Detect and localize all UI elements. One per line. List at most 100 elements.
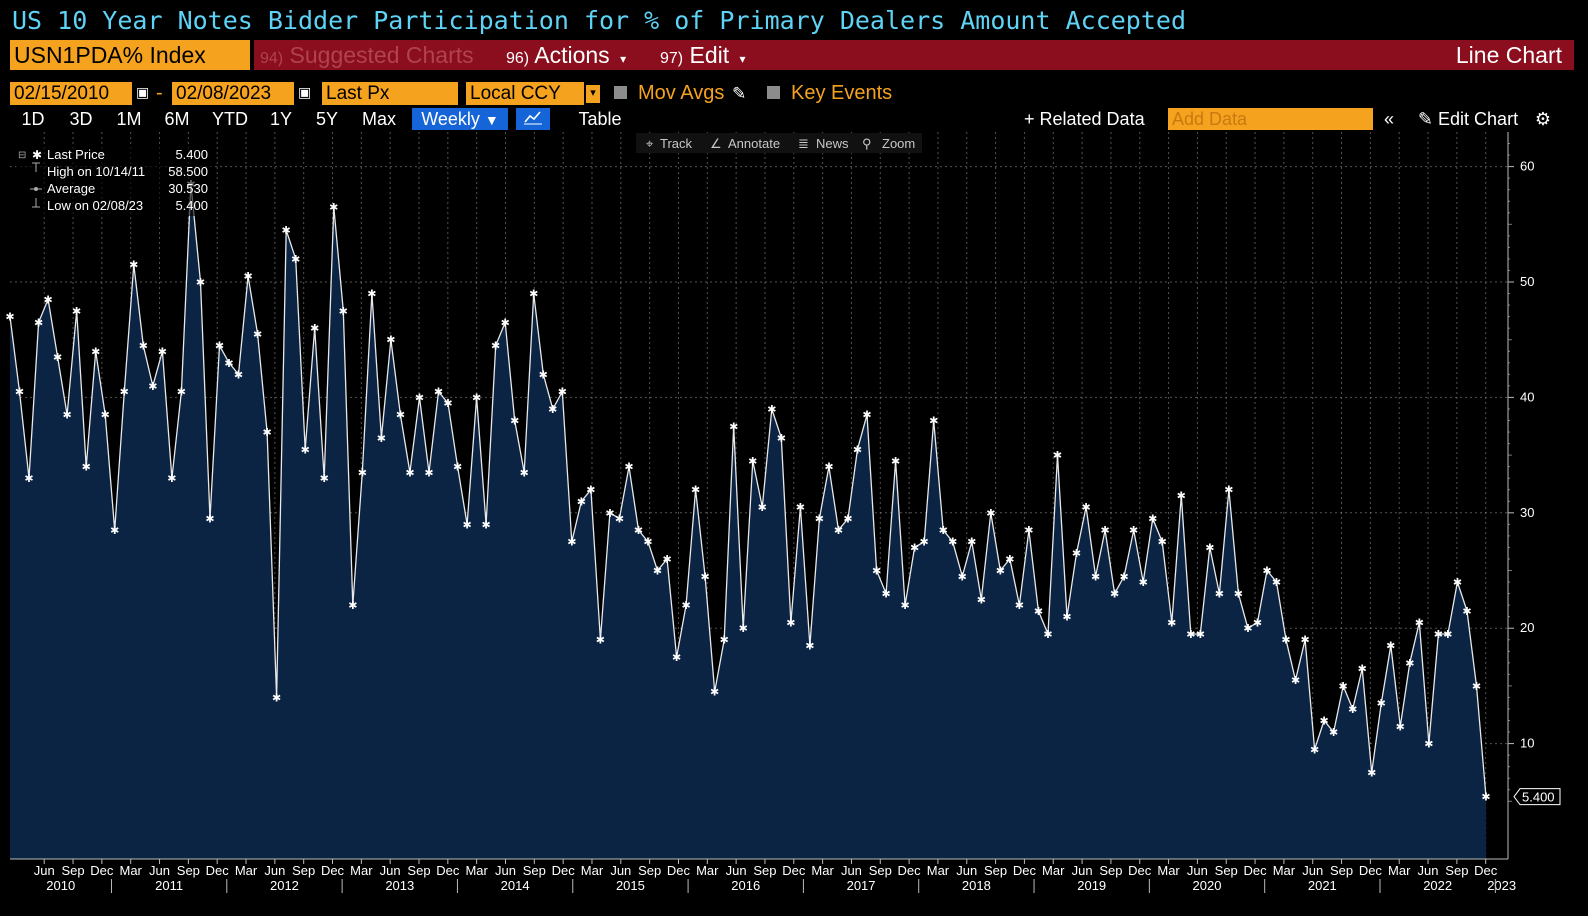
news-tool[interactable]: ≣ News <box>798 136 849 151</box>
data-point: ✱ <box>1453 576 1462 589</box>
annotate-label: Annotate <box>728 136 780 151</box>
magnifier-icon: ⚲ <box>862 136 872 151</box>
data-point: ✱ <box>605 507 614 520</box>
table-button[interactable]: Table <box>578 109 622 129</box>
add-data-input[interactable]: Add Data <box>1168 108 1373 130</box>
actions-menu[interactable]: 96) Actions ▾ <box>500 40 654 70</box>
frequency-label: Weekly <box>421 109 480 129</box>
data-point: ✱ <box>110 524 119 537</box>
annotate-tool[interactable]: ∠ Annotate <box>710 136 780 151</box>
data-point: ✱ <box>329 201 338 214</box>
period-1m-button[interactable]: 1M <box>116 109 142 129</box>
x-month-label: Dec <box>1244 863 1268 878</box>
period-1y-button[interactable]: 1Y <box>269 109 293 129</box>
chevron-down-icon[interactable]: ▾ <box>586 85 600 103</box>
data-point: ✱ <box>577 495 586 508</box>
data-point: ✱ <box>1358 663 1367 676</box>
data-point: ✱ <box>777 432 786 445</box>
data-point: ✱ <box>1062 611 1071 624</box>
x-year-label: 2015 <box>616 878 645 893</box>
x-month-label: Sep <box>292 863 315 878</box>
data-point: ✱ <box>958 570 967 583</box>
data-point: ✱ <box>977 593 986 606</box>
data-point: ✱ <box>815 513 824 526</box>
related-data-button[interactable]: + Related Data <box>1024 109 1145 129</box>
chart-style-button[interactable] <box>516 108 550 130</box>
calendar-icon[interactable]: ▣ <box>136 84 150 100</box>
data-point: ✱ <box>24 472 33 485</box>
data-point: ✱ <box>129 259 138 272</box>
data-point: ✱ <box>672 651 681 664</box>
start-date-field[interactable]: 02/15/2010 <box>10 82 132 105</box>
data-point: ✱ <box>510 414 519 427</box>
data-point: ✱ <box>177 386 186 399</box>
data-point: ✱ <box>681 599 690 612</box>
data-point: ✱ <box>224 357 233 370</box>
period-1d-button[interactable]: 1D <box>21 109 45 129</box>
x-month-label: Dec <box>90 863 114 878</box>
data-point: ✱ <box>739 622 748 635</box>
x-month-label: Jun <box>1187 863 1208 878</box>
period-3d-button[interactable]: 3D <box>69 109 93 129</box>
data-point: ✱ <box>1339 680 1348 693</box>
suggested-charts-button[interactable]: 94) Suggested Charts <box>254 40 500 70</box>
x-month-label: Dec <box>667 863 691 878</box>
edit-menu[interactable]: 97) Edit ▾ <box>654 40 766 70</box>
frequency-select[interactable]: Weekly ▼ <box>412 108 508 130</box>
price-field-select[interactable]: Last Px <box>322 82 458 105</box>
mov-avgs-checkbox[interactable] <box>614 86 627 99</box>
period-ytd-button[interactable]: YTD <box>212 109 248 129</box>
period-max-button[interactable]: Max <box>361 109 396 129</box>
x-month-label: Mar <box>1042 863 1065 878</box>
currency-select[interactable]: Local CCY <box>466 82 584 105</box>
data-point: ✱ <box>758 501 767 514</box>
annotate-icon: ∠ <box>710 136 722 151</box>
x-month-label: Sep <box>753 863 776 878</box>
x-month-label: Mar <box>465 863 488 878</box>
line-chart[interactable]: ✱ ✱ ✱ ✱ ✱ ✱ ✱ ✱ ✱ ✱ ✱ ✱ ✱ ✱ ✱ ✱ ✱ ✱ ✱ ✱ ✱ ✱ ✱ ✱ ✱ ✱ ✱ ✱ ✱ ✱ ✱ ✱ ✱ ✱ ✱ ✱ ✱ ✱ ✱ ✱… <box>0 132 1588 916</box>
gear-icon[interactable]: ⚙ <box>1534 109 1552 129</box>
data-point: ✱ <box>691 484 700 497</box>
zoom-tool[interactable]: ⚲ Zoom <box>862 136 915 151</box>
data-point: ✱ <box>148 380 157 393</box>
data-point: ✱ <box>710 686 719 699</box>
data-point: ✱ <box>1253 616 1262 629</box>
pencil-icon[interactable]: ✎ <box>732 84 747 103</box>
edit-label: Edit <box>689 42 730 68</box>
collapse-icon[interactable]: « <box>1383 109 1394 129</box>
zoom-label: Zoom <box>882 136 915 151</box>
legend-collapse-icon[interactable]: ⊟ <box>18 150 26 161</box>
data-point: ✱ <box>339 305 348 318</box>
command-bar: USN1PDA% Index 94) Suggested Charts 96) … <box>0 40 1588 72</box>
x-month-label: Dec <box>898 863 922 878</box>
ticker-field[interactable]: USN1PDA% Index <box>10 40 250 70</box>
calendar-icon[interactable]: ▣ <box>298 84 312 100</box>
price-line <box>9 183 1487 797</box>
period-5y-button[interactable]: 5Y <box>315 109 339 129</box>
key-events-checkbox[interactable] <box>767 86 780 99</box>
x-month-label: Dec <box>1128 863 1152 878</box>
x-month-label: Sep <box>1099 863 1122 878</box>
x-year-label: 2016 <box>731 878 760 893</box>
x-month-label: Mar <box>581 863 604 878</box>
data-point: ✱ <box>1177 490 1186 503</box>
data-point: ✱ <box>91 345 100 358</box>
data-point: ✱ <box>1015 599 1024 612</box>
y-tick-label: 30 <box>1520 505 1534 520</box>
data-point: ✱ <box>910 541 919 554</box>
data-point: ✱ <box>348 599 357 612</box>
legend-high-value: 58.500 <box>168 164 208 179</box>
end-date-field[interactable]: 02/08/2023 <box>172 82 294 105</box>
x-month-label: Sep <box>61 863 84 878</box>
data-point: ✱ <box>386 334 395 347</box>
data-point: ✱ <box>167 472 176 485</box>
period-6m-button[interactable]: 6M <box>164 109 190 129</box>
data-point: ✱ <box>253 328 262 341</box>
data-point: ✱ <box>1129 524 1138 537</box>
edit-chart-button[interactable]: ✎ Edit Chart <box>1408 108 1528 130</box>
track-tool[interactable]: ⌖ Track <box>646 136 693 151</box>
legend-last-price-label: Last Price <box>47 147 105 162</box>
data-point: ✱ <box>1072 547 1081 560</box>
x-month-label: Sep <box>638 863 661 878</box>
x-month-label: Sep <box>523 863 546 878</box>
